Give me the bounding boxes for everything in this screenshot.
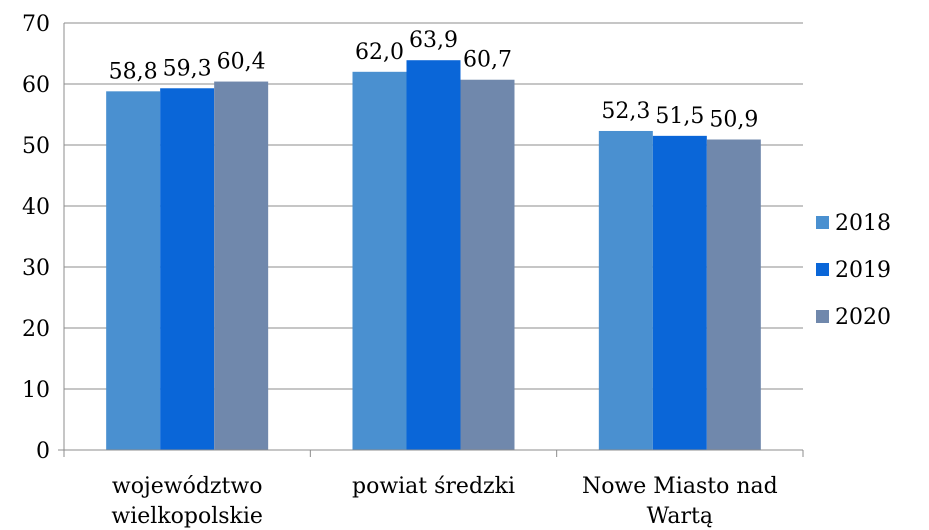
bars: 58,8 59,3 60,4 62,0 63,960,7 52,3 51,5 50,9 — [106, 28, 761, 451]
y-tick-label: 30 — [22, 256, 50, 281]
y-tick-label: 50 — [22, 134, 50, 159]
bar-2018-1 — [352, 71, 407, 451]
bar-2018-2 — [598, 130, 653, 450]
data-label: 52,3 — [601, 99, 650, 124]
data-label: 60,4 — [217, 50, 266, 75]
bar-2019-0 — [160, 88, 215, 451]
x-category-label: wielkopolskie — [111, 504, 263, 529]
bar-2018-0 — [106, 91, 161, 450]
x-category-label: powiat średzki — [352, 474, 515, 499]
bar-2020-1 — [460, 79, 515, 450]
x-category-label: województwo — [112, 474, 263, 499]
legend-label: 2020 — [835, 305, 891, 330]
x-category-label: Nowe Miasto nad — [582, 474, 778, 499]
data-label: 51,5 — [655, 104, 704, 129]
y-axis: 0 10 20 30 40 50 60 70 — [22, 12, 65, 464]
legend: 2018 2019 2020 — [816, 211, 891, 330]
bar-2019-2 — [652, 135, 707, 450]
legend-label: 2019 — [835, 258, 891, 283]
legend-swatch-2019 — [816, 263, 829, 276]
y-tick-label: 40 — [22, 195, 50, 220]
data-label: 50,9 — [709, 108, 758, 133]
y-tick-label: 20 — [22, 317, 50, 342]
legend-swatch-2018 — [816, 216, 829, 229]
data-label: 63,9 — [409, 28, 458, 53]
x-category-label: Wartą — [647, 504, 713, 529]
y-tick-label: 0 — [36, 439, 50, 464]
bar-2019-1 — [406, 60, 461, 451]
y-tick-label: 70 — [22, 12, 50, 37]
bar-2020-2 — [706, 139, 761, 450]
data-label: 62,0 — [355, 40, 404, 65]
legend-swatch-2020 — [816, 310, 829, 323]
y-tick-label: 10 — [22, 378, 50, 403]
bar-2020-0 — [214, 81, 269, 450]
x-axis: województwo wielkopolskie powiat średzki No… — [58, 449, 804, 529]
data-label: 59,3 — [163, 56, 212, 81]
y-tick-label: 60 — [22, 73, 50, 98]
legend-label: 2018 — [835, 211, 891, 236]
data-label: 58,8 — [109, 59, 158, 84]
data-label: 60,7 — [463, 48, 512, 73]
